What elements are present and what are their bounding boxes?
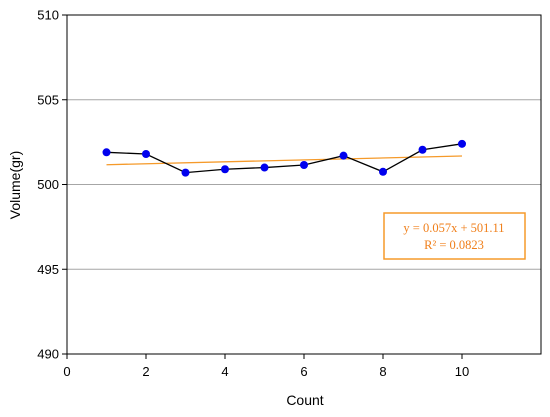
regression-equation-box: y = 0.057x + 501.11 R² = 0.0823 — [383, 212, 526, 260]
series-group — [102, 139, 466, 177]
data-point — [142, 149, 150, 158]
y-axis-title: Volume(gr) — [7, 151, 23, 219]
data-point — [418, 145, 427, 154]
grid-lines — [67, 99, 541, 270]
axis-ticks: 490 495 500 505 510 0 2 4 6 8 10 — [37, 8, 469, 380]
data-point — [221, 165, 229, 174]
x-tick-label: 8 — [379, 364, 386, 379]
y-tick-label: 495 — [37, 262, 59, 277]
regression-equation-label: y = 0.057x + 501.11 — [403, 221, 504, 235]
series-line — [106, 143, 463, 174]
data-point — [260, 163, 269, 172]
x-axis-title: Count — [286, 392, 323, 408]
x-tick-label: 0 — [63, 364, 70, 379]
r-squared-label: R² = 0.0823 — [424, 238, 484, 252]
data-point — [339, 151, 348, 160]
x-tick-label: 6 — [300, 364, 307, 379]
data-point — [181, 168, 190, 177]
data-point — [300, 161, 308, 170]
x-tick-label: 10 — [455, 364, 469, 379]
y-tick-label: 505 — [37, 92, 59, 107]
equation-box-border — [383, 212, 526, 260]
y-tick-label: 500 — [37, 177, 59, 192]
data-point — [102, 148, 111, 157]
y-tick-label: 510 — [37, 8, 59, 23]
y-tick-label: 490 — [37, 347, 59, 362]
data-point — [458, 139, 466, 148]
data-point — [379, 167, 387, 176]
x-tick-label: 4 — [221, 364, 228, 379]
x-tick-label: 2 — [142, 364, 149, 379]
